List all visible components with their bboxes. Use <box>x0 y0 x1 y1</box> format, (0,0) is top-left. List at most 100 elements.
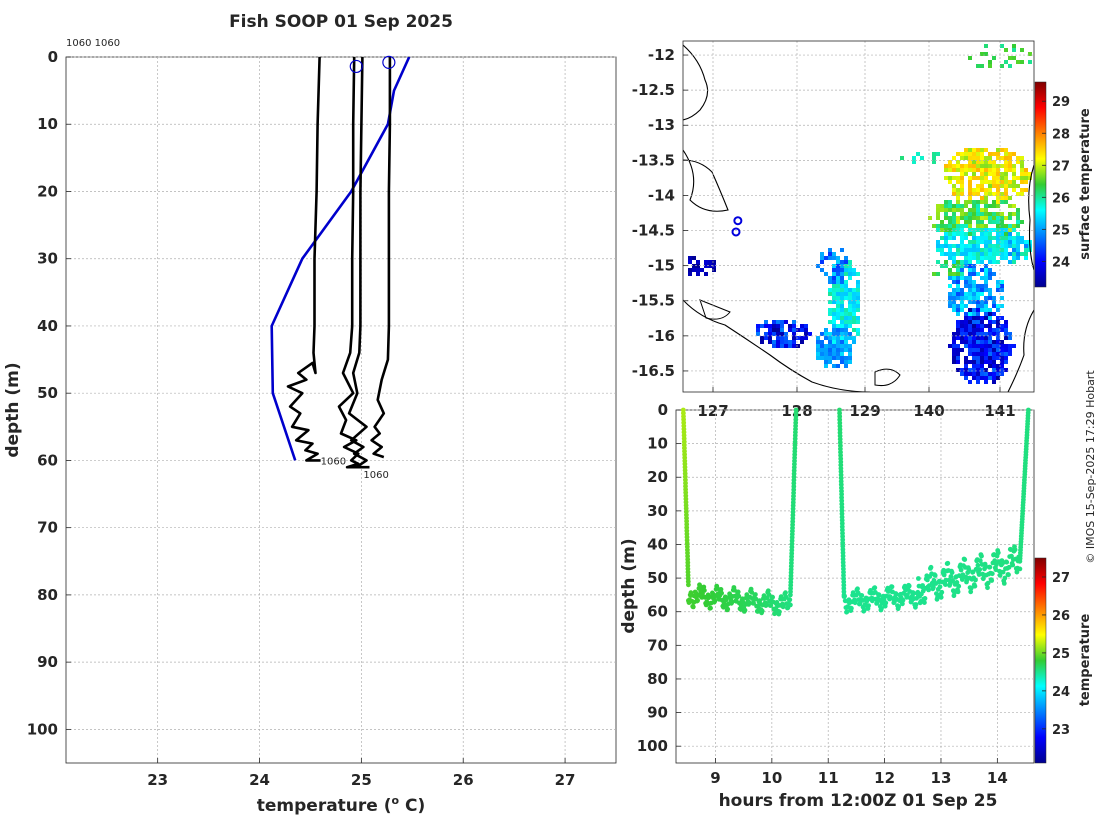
sst-pixel <box>980 336 984 340</box>
sst-pixel <box>996 180 1000 184</box>
sst-pixel <box>1016 212 1020 216</box>
sst-pixel <box>976 236 980 240</box>
sst-pixel <box>824 344 828 348</box>
sst-pixel <box>956 296 960 300</box>
map-y-tick-label: -13 <box>648 116 675 134</box>
sst-pixel <box>964 284 968 288</box>
sst-pixel <box>796 344 800 348</box>
sst-pixel <box>832 344 836 348</box>
sst-pixel <box>848 288 852 292</box>
sst-pixel <box>852 340 856 344</box>
sst-pixel <box>972 152 976 156</box>
sst-pixel <box>848 336 852 340</box>
sst-pixel <box>1000 184 1004 188</box>
sst-pixel <box>984 268 988 272</box>
sst-pixel <box>964 172 968 176</box>
sst-pixel <box>980 364 984 368</box>
sst-pixel <box>996 176 1000 180</box>
sst-pixel <box>996 216 1000 220</box>
sst-pixel <box>960 308 964 312</box>
sst-pixel <box>840 276 844 280</box>
sst-pixel <box>972 176 976 180</box>
sst-pixel <box>952 348 956 352</box>
sst-pixel <box>976 240 980 244</box>
sst-pixel <box>988 320 992 324</box>
sst-pixel <box>836 308 840 312</box>
sst-pixel <box>976 256 980 260</box>
sst-pixel <box>964 256 968 260</box>
sst-pixel <box>836 328 840 332</box>
sst-pixel <box>960 168 964 172</box>
sst-pixel <box>988 344 992 348</box>
profile-lines <box>270 57 411 469</box>
sst-pixel <box>768 332 772 336</box>
sst-pixel <box>968 176 972 180</box>
sst-pixel <box>1008 212 1012 216</box>
sst-pixel <box>952 168 956 172</box>
sst-pixel <box>980 216 984 220</box>
sst-pixel <box>984 284 988 288</box>
sst-pixel <box>816 356 820 360</box>
sst-pixel <box>992 380 996 384</box>
sst-pixel <box>972 336 976 340</box>
sst-pixel <box>936 260 940 264</box>
sst-pixel <box>972 372 976 376</box>
sst-pixel <box>976 152 980 156</box>
sst-pixel <box>836 316 840 320</box>
sst-pixel <box>972 172 976 176</box>
sst-pixel <box>824 272 828 276</box>
sst-pixel <box>1000 352 1004 356</box>
sst-pixel <box>1004 352 1008 356</box>
sst-pixel <box>976 348 980 352</box>
timeseries-point <box>788 602 793 608</box>
sst-pixel <box>948 248 952 252</box>
sst-pixel <box>948 300 952 304</box>
sst-pixel <box>976 160 980 164</box>
sst-pixel <box>976 380 980 384</box>
sst-pixel <box>840 312 844 316</box>
timeseries-point <box>916 576 921 581</box>
sst-pixel <box>836 352 840 356</box>
sst-pixel <box>980 208 984 212</box>
sst-pixel <box>768 324 772 328</box>
timeseries-point <box>879 606 884 611</box>
sst-pixel <box>996 164 1000 168</box>
sst-pixel <box>956 196 960 200</box>
sst-pixel <box>988 316 992 320</box>
sst-pixel <box>960 152 964 156</box>
sst-pixel <box>1008 348 1012 352</box>
sst-pixel <box>768 328 772 332</box>
sst-pixel <box>956 360 960 364</box>
sst-pixel <box>960 300 964 304</box>
sst-pixel <box>832 336 836 340</box>
sst-pixel <box>792 340 796 344</box>
timeseries-point <box>1014 569 1020 575</box>
timeseries-point <box>979 553 984 559</box>
timeseries-point <box>842 593 847 599</box>
sst-pixel <box>944 164 948 168</box>
sst-pixel <box>984 248 988 252</box>
sst-pixel <box>820 348 824 352</box>
sst-pixel <box>840 300 844 304</box>
sst-pixel <box>964 292 968 296</box>
sst-pixel <box>968 192 972 196</box>
sst-pixel <box>804 328 808 332</box>
timeseries-point <box>972 583 978 589</box>
sst-pixel <box>968 168 972 172</box>
sst-pixel <box>1008 156 1012 160</box>
sst-pixel <box>760 340 764 344</box>
sst-pixel <box>788 324 792 328</box>
sst-pixel <box>968 156 972 160</box>
sst-pixel <box>972 212 976 216</box>
timeseries-point <box>977 567 983 572</box>
sst-pixel <box>996 288 1000 292</box>
sst-colorbar-tick-label: 25 <box>1052 223 1070 238</box>
sst-pixel <box>900 156 904 160</box>
sst-pixel <box>780 344 784 348</box>
timeseries-y-ticks: 0 10 20 30 40 50 60 70 80 90 100 <box>637 401 681 755</box>
sst-pixel <box>816 348 820 352</box>
sst-pixel <box>844 268 848 272</box>
timeseries-grid <box>676 409 1034 763</box>
sst-pixel <box>1020 156 1024 160</box>
